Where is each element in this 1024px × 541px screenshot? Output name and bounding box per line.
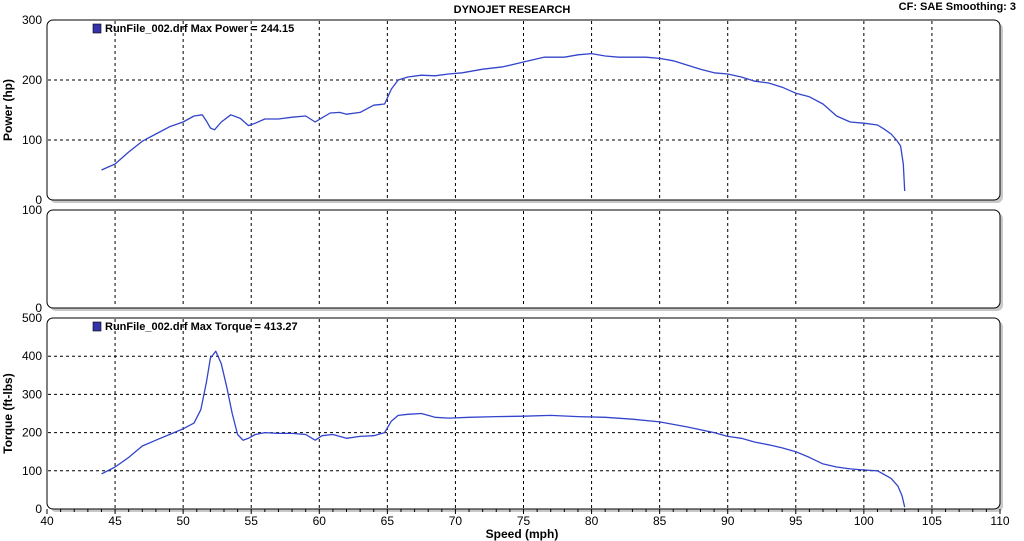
- x-axis: 40 45 50 55 60 65 70 75 80 85 90 95 100 105 110: [40, 509, 1010, 528]
- x-tick-label: 80: [585, 514, 599, 528]
- series-line: [101, 52, 906, 192]
- x-tick-label: 105: [922, 514, 942, 528]
- legend-label: RunFile_002.drf Max Power = 244.15: [105, 23, 294, 35]
- chart-panel: 0 100 200 300 Power (hp) RunFile_002.drf Max …: [1, 13, 1003, 207]
- y-tick-label: 500: [22, 311, 42, 325]
- x-tick-label: 50: [176, 514, 190, 528]
- x-axis-label: Speed (mph): [486, 527, 559, 541]
- x-tick-label: 40: [40, 514, 54, 528]
- y-axis-label: Torque (ft-lbs): [1, 373, 15, 453]
- y-tick-label: 100: [22, 203, 42, 217]
- chart-title: DYNOJET RESEARCH: [454, 4, 571, 16]
- legend-swatch: [92, 321, 102, 332]
- chart-settings: CF: SAE Smoothing: 3: [899, 1, 1016, 13]
- y-tick-label: 300: [22, 13, 42, 27]
- x-tick-label: 55: [245, 514, 259, 528]
- y-tick-label: 0: [35, 301, 42, 315]
- panel-frame: [46, 317, 1001, 510]
- y-tick-label: 100: [22, 133, 42, 147]
- legend-label: RunFile_002.drf Max Torque = 413.27: [105, 321, 298, 333]
- x-tick-label: 70: [449, 514, 463, 528]
- chart-panel: 0 100 200 300 400 500 Torque (ft-lbs) RunFile_0…: [1, 311, 1003, 516]
- x-tick-label: 45: [108, 514, 122, 528]
- x-tick-label: 95: [789, 514, 803, 528]
- x-tick-label: 90: [721, 514, 735, 528]
- x-tick-label: 65: [381, 514, 395, 528]
- x-tick-label: 60: [313, 514, 327, 528]
- y-tick-label: 0: [35, 502, 42, 516]
- x-tick-label: 85: [653, 514, 667, 528]
- y-tick-label: 100: [22, 464, 42, 478]
- y-tick-label: 0: [35, 193, 42, 207]
- y-tick-label: 200: [22, 73, 42, 87]
- y-tick-label: 400: [22, 349, 42, 363]
- y-tick-label: 300: [22, 387, 42, 401]
- y-tick-label: 200: [22, 426, 42, 440]
- chart-panel: 0 100: [22, 203, 1003, 315]
- panel-frame: [46, 19, 1001, 201]
- legend-swatch: [92, 23, 102, 34]
- series-line: [101, 350, 906, 508]
- x-tick-label: 110: [990, 514, 1009, 528]
- x-tick-label: 75: [517, 514, 531, 528]
- y-axis-label: Power (hp): [1, 79, 15, 141]
- x-tick-label: 100: [854, 514, 874, 528]
